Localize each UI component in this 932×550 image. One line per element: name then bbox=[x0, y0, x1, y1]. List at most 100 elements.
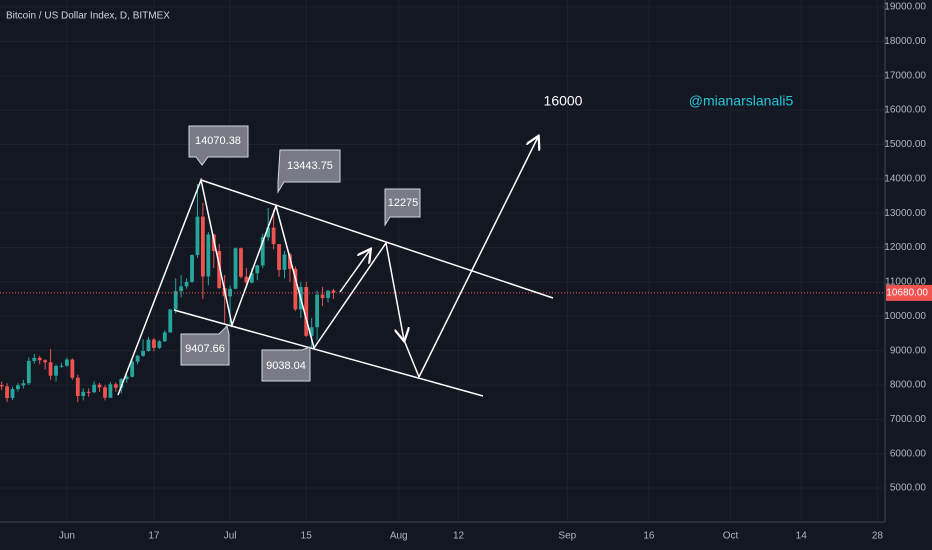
candle-body bbox=[249, 273, 254, 283]
grid bbox=[0, 0, 885, 522]
price-axis bbox=[885, 0, 932, 550]
candle-body bbox=[119, 379, 124, 388]
y-tick-label: 13000.00 bbox=[884, 208, 926, 219]
candle-body bbox=[135, 355, 140, 362]
y-tick-label: 10000.00 bbox=[884, 311, 926, 322]
arrow bbox=[418, 137, 538, 378]
candle-body bbox=[86, 391, 91, 393]
candle-body bbox=[157, 341, 162, 348]
callout-text: 14070.38 bbox=[195, 135, 241, 147]
x-tick-label: Jul bbox=[224, 531, 237, 542]
x-tick-label: Oct bbox=[723, 531, 739, 542]
candle-body bbox=[97, 384, 102, 388]
y-tick-label: 14000.00 bbox=[884, 173, 926, 184]
candle-body bbox=[26, 360, 31, 384]
callout-text: 9038.04 bbox=[266, 360, 306, 372]
candle-body bbox=[10, 389, 15, 399]
candle-body bbox=[75, 377, 80, 396]
candle-body bbox=[309, 327, 314, 336]
candle-body bbox=[141, 350, 145, 356]
candle-body bbox=[244, 276, 249, 283]
candle-body bbox=[260, 237, 265, 266]
arrow bbox=[339, 250, 370, 293]
candle-body bbox=[130, 361, 135, 377]
candle-body bbox=[277, 244, 281, 270]
y-tick-label: 7000.00 bbox=[890, 414, 927, 425]
candle-body bbox=[16, 385, 20, 390]
candle-body bbox=[70, 359, 75, 378]
candles bbox=[0, 183, 885, 403]
candle-body bbox=[206, 234, 211, 277]
candle-body bbox=[266, 227, 271, 238]
y-tick-label: 17000.00 bbox=[884, 70, 926, 81]
candle-body bbox=[326, 290, 330, 299]
candle-body bbox=[233, 248, 238, 289]
candle-body bbox=[228, 288, 232, 297]
channel-top bbox=[200, 179, 554, 299]
y-tick-label: 15000.00 bbox=[884, 139, 926, 150]
candle-body bbox=[315, 294, 320, 328]
candle-body bbox=[173, 291, 178, 310]
callout bbox=[188, 125, 249, 166]
y-tick-label: 18000.00 bbox=[884, 36, 926, 47]
callout bbox=[261, 346, 311, 382]
wave-line bbox=[403, 339, 420, 378]
candle-body bbox=[195, 216, 200, 256]
candle-body bbox=[255, 265, 260, 274]
y-tick-label: 16000.00 bbox=[884, 105, 926, 116]
candle-body bbox=[184, 281, 189, 287]
x-tick-label: Sep bbox=[558, 531, 576, 542]
candle-body bbox=[217, 250, 222, 289]
candle-body bbox=[37, 357, 42, 361]
price-badge bbox=[886, 284, 932, 301]
y-tick-label: 9000.00 bbox=[890, 345, 927, 356]
candle-body bbox=[59, 365, 64, 367]
candle-body bbox=[168, 309, 173, 333]
target-text: 16000 bbox=[544, 93, 583, 109]
candle-body bbox=[92, 384, 97, 393]
y-tick-label: 12000.00 bbox=[884, 242, 926, 253]
candle-body bbox=[65, 359, 69, 366]
candle-body bbox=[293, 268, 298, 310]
price-label: 10680.00 bbox=[886, 288, 928, 299]
callout bbox=[180, 325, 230, 366]
drawings: 14070.38 13443.75 12275 9407.66 9038.04 … bbox=[117, 93, 793, 397]
candle-body bbox=[288, 254, 292, 269]
x-tick-label: 16 bbox=[643, 531, 655, 542]
candle-body bbox=[54, 366, 58, 376]
arrow bbox=[385, 242, 404, 340]
callout-text: 13443.75 bbox=[287, 160, 333, 172]
candle-body bbox=[190, 255, 194, 282]
candle-body bbox=[108, 384, 113, 398]
channel-bottom bbox=[173, 309, 484, 397]
candle-body bbox=[304, 287, 309, 336]
candle-body bbox=[48, 362, 53, 376]
candle-body bbox=[320, 294, 325, 299]
callout-text: 12275 bbox=[388, 197, 419, 209]
candle-body bbox=[331, 290, 336, 293]
candle-body bbox=[124, 376, 129, 380]
chart-title: Bitcoin / US Dollar Index, D, BITMEX bbox=[6, 11, 170, 22]
candle-body bbox=[239, 248, 243, 277]
candle-body bbox=[200, 216, 205, 277]
y-tick-label: 8000.00 bbox=[890, 380, 927, 391]
callout bbox=[277, 149, 341, 194]
candle-body bbox=[152, 339, 156, 348]
candle-body bbox=[282, 254, 287, 270]
y-tick-label: 5000.00 bbox=[890, 483, 927, 494]
y-tick-label: 11000.00 bbox=[885, 277, 926, 288]
candle-body bbox=[146, 339, 151, 351]
x-tick-label: Aug bbox=[390, 531, 408, 542]
x-tick-label: 12 bbox=[453, 531, 465, 542]
y-tick-label: 6000.00 bbox=[890, 448, 927, 459]
wave-line bbox=[117, 177, 387, 396]
candle-body bbox=[5, 386, 9, 399]
candle-body bbox=[81, 391, 86, 396]
candle-body bbox=[103, 387, 107, 398]
candle-body bbox=[21, 383, 26, 386]
x-tick-label: Jun bbox=[59, 531, 75, 542]
callout bbox=[384, 188, 421, 227]
candle-body bbox=[271, 227, 276, 245]
